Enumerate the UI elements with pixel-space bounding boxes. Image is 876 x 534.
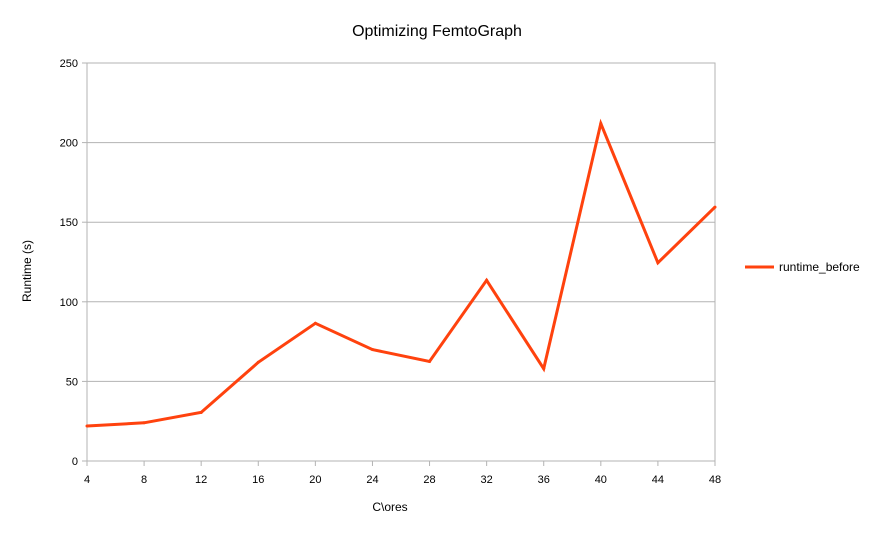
- y-axis-ticks: 0 50 100 150 200 250: [60, 58, 87, 468]
- legend: runtime_before: [745, 260, 860, 274]
- legend-label-runtime-before: runtime_before: [779, 260, 860, 274]
- x-tick-label-44: 44: [652, 474, 664, 486]
- chart-title: Optimizing FemtoGraph: [352, 23, 522, 40]
- x-tick-label-8: 8: [141, 474, 147, 486]
- y-tick-label-50: 50: [66, 376, 78, 388]
- x-tick-label-20: 20: [309, 474, 321, 486]
- y-tick-label-150: 150: [60, 217, 78, 229]
- data-point-20: [313, 321, 317, 325]
- data-point-4: [85, 424, 89, 428]
- data-point-44: [656, 261, 660, 265]
- data-point-36: [542, 367, 546, 371]
- x-tick-label-40: 40: [595, 474, 607, 486]
- x-tick-label-28: 28: [423, 474, 435, 486]
- y-axis-label: Runtime (s): [20, 240, 34, 302]
- x-tick-label-12: 12: [195, 474, 207, 486]
- plot-area-border: [86, 62, 716, 462]
- data-point-40: [599, 121, 603, 125]
- data-point-48: [713, 205, 717, 209]
- y-tick-label-0: 0: [72, 456, 78, 468]
- x-axis-label: C\ores: [372, 500, 407, 514]
- series-layer: [85, 118, 717, 428]
- data-point-24: [370, 348, 374, 352]
- data-point-12: [199, 410, 203, 414]
- x-axis-ticks: 4 8 12 16 20 24 28 32 36 40 44 48: [84, 461, 721, 486]
- data-point-16: [256, 360, 260, 364]
- data-point-8: [142, 421, 146, 425]
- x-tick-label-24: 24: [366, 474, 378, 486]
- x-tick-label-16: 16: [252, 474, 264, 486]
- y-tick-label-100: 100: [60, 297, 78, 309]
- x-tick-label-48: 48: [709, 474, 721, 486]
- data-point-28: [428, 360, 432, 363]
- y-tick-label-250: 250: [60, 58, 78, 70]
- data-point-32: [485, 278, 489, 282]
- x-tick-label-36: 36: [538, 474, 550, 486]
- x-tick-label-4: 4: [84, 474, 90, 486]
- x-tick-label-32: 32: [481, 474, 493, 486]
- series-line-runtime-before: [86, 118, 717, 428]
- y-tick-label-200: 200: [60, 138, 78, 150]
- gridlines: [87, 142, 715, 382]
